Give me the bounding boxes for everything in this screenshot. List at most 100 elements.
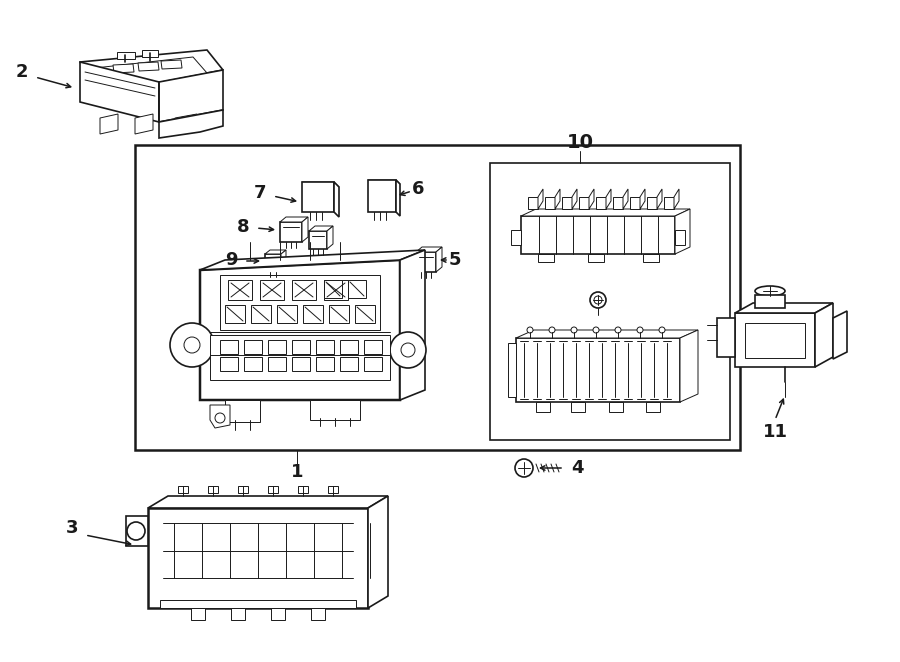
Polygon shape [647,197,657,209]
Polygon shape [545,197,555,209]
Polygon shape [161,60,182,69]
Polygon shape [368,180,400,184]
Bar [348,280,366,298]
Polygon shape [298,486,308,493]
Text: 5: 5 [449,251,461,269]
Bar [268,340,286,354]
Polygon shape [562,197,572,209]
Polygon shape [135,114,153,134]
Circle shape [590,292,606,308]
Text: 8: 8 [237,218,249,236]
Polygon shape [113,64,134,73]
Polygon shape [416,252,436,272]
Polygon shape [208,486,218,493]
Polygon shape [606,189,611,209]
Polygon shape [280,217,308,222]
Polygon shape [200,250,425,270]
Polygon shape [160,600,356,608]
Ellipse shape [755,286,785,296]
Polygon shape [175,114,197,134]
Circle shape [515,459,533,477]
Polygon shape [589,189,594,209]
Polygon shape [675,209,690,254]
Circle shape [549,327,555,333]
Polygon shape [159,70,223,122]
Bar [117,52,135,59]
Bar [142,50,158,57]
Polygon shape [159,110,223,138]
Bar [316,357,334,371]
Polygon shape [302,182,339,187]
Polygon shape [328,486,338,493]
Text: 2: 2 [16,63,28,81]
Polygon shape [657,189,662,209]
Polygon shape [436,247,442,272]
Bar [490,163,730,440]
Polygon shape [268,486,278,493]
Bar [609,402,623,412]
Polygon shape [511,230,521,245]
Circle shape [170,323,214,367]
Bar [316,340,334,354]
Bar [303,305,323,323]
Polygon shape [623,189,628,209]
Polygon shape [265,250,286,254]
Bar [745,323,805,358]
Polygon shape [148,496,388,508]
Polygon shape [516,338,680,402]
Polygon shape [674,189,679,209]
Polygon shape [95,57,207,89]
Polygon shape [416,247,442,252]
Bar [220,340,238,354]
Polygon shape [675,230,685,245]
Polygon shape [516,330,698,338]
Polygon shape [310,400,360,420]
Polygon shape [302,182,334,212]
Polygon shape [613,197,623,209]
Polygon shape [717,318,735,357]
Text: 4: 4 [571,459,583,477]
Bar [292,357,310,371]
Polygon shape [538,189,543,209]
Polygon shape [100,114,118,134]
Polygon shape [309,226,333,231]
Polygon shape [280,222,302,242]
Bar [251,305,271,323]
Text: 6: 6 [412,180,424,198]
Polygon shape [640,189,645,209]
Bar [340,357,358,371]
Bar [225,305,245,323]
Text: 3: 3 [66,519,78,537]
Bar [135,145,740,450]
Circle shape [593,327,599,333]
Bar [277,305,297,323]
Polygon shape [833,311,847,359]
Bar [324,280,342,298]
Bar [588,254,604,262]
Text: 11: 11 [762,423,788,441]
Polygon shape [815,303,833,367]
Circle shape [594,296,602,304]
Bar [355,305,375,323]
Bar [244,357,262,371]
Bar [311,608,325,620]
Polygon shape [178,486,188,493]
Polygon shape [664,197,674,209]
Bar [643,254,659,262]
Polygon shape [238,486,248,493]
Polygon shape [225,400,260,422]
Text: 7: 7 [254,184,266,202]
Polygon shape [210,405,230,428]
Circle shape [571,327,577,333]
Polygon shape [528,197,538,209]
Polygon shape [281,250,286,272]
Circle shape [615,327,621,333]
Polygon shape [521,209,690,216]
Bar [292,340,310,354]
Polygon shape [680,330,698,402]
Circle shape [127,522,145,540]
Polygon shape [755,295,785,308]
Bar [244,340,262,354]
Polygon shape [148,508,368,608]
Polygon shape [80,62,159,122]
